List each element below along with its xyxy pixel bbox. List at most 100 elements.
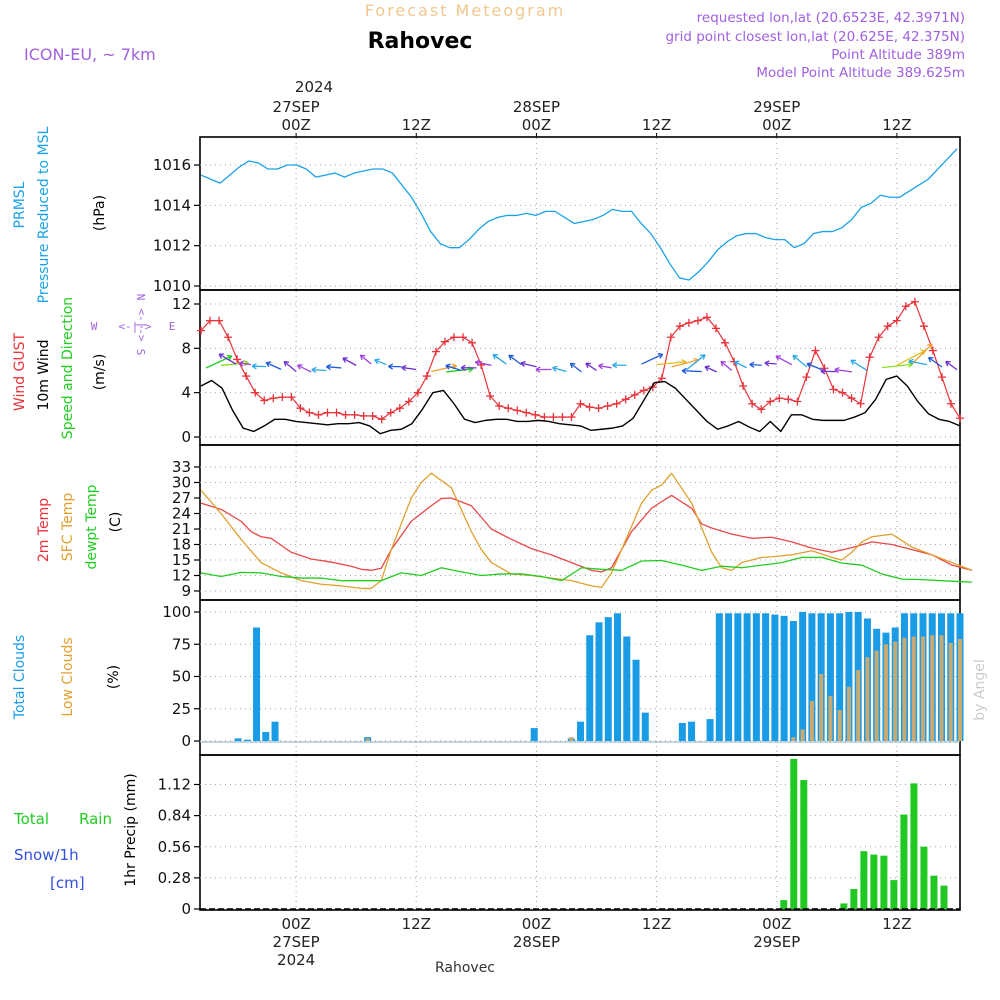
wind-arrow-head	[749, 361, 755, 368]
wind-dir-label: Speed and Direction	[60, 297, 76, 439]
wind-gust-marker	[341, 410, 350, 419]
precip-bar	[920, 846, 928, 909]
wind-gust-marker	[928, 346, 937, 355]
wind-compass: N <-|-> S W <-|-> E	[91, 294, 176, 356]
time-label-bottom: 27SEP	[273, 933, 320, 951]
wind-direction-arrow	[896, 349, 926, 366]
wind-gust-marker	[296, 404, 305, 413]
wind-arrow-head	[612, 362, 618, 369]
compass-north: N	[134, 294, 147, 301]
wind-gust-marker	[368, 411, 377, 420]
wind-arrow-head	[775, 355, 781, 361]
low-cloud-bar	[856, 670, 861, 741]
wind-gust-marker	[585, 403, 594, 412]
wind-arrow-head	[945, 360, 951, 367]
wind-10m-label: 10m Wind	[36, 339, 52, 410]
time-label-bottom: 12Z	[402, 915, 431, 933]
y-tick-label: 100	[162, 603, 191, 621]
time-label-top: 12Z	[882, 116, 911, 134]
low-cloud-bar	[846, 686, 851, 741]
temp-2m-label: 2m Temp	[36, 498, 52, 562]
wind-arrow-head	[265, 361, 272, 368]
low-cloud-bar	[865, 657, 870, 741]
wind-direction-arrow	[342, 357, 357, 366]
wind-arrow-head	[792, 354, 798, 361]
wind-arrow-head	[834, 366, 840, 374]
pressure-label-long: Pressure Reduced to MSL	[36, 126, 52, 303]
wind-gust-marker	[693, 316, 702, 325]
compass-east: E	[169, 320, 176, 333]
wind-panel-frame	[199, 289, 961, 446]
wind-direction-arrow	[283, 360, 297, 372]
time-label-top: 12Z	[642, 116, 671, 134]
precip-bar	[870, 854, 878, 909]
wind-gust-marker	[883, 322, 892, 331]
total-cloud-bar	[614, 613, 622, 741]
time-label-bottom: 00Z	[281, 915, 310, 933]
total-cloud-bar	[789, 621, 797, 741]
temp-sfc-label: SFC Temp	[60, 493, 76, 562]
wind-arrow-head	[492, 353, 499, 360]
wind-direction-arrow	[749, 363, 762, 366]
low-cloud-bar	[809, 701, 814, 741]
time-label-top: 00Z	[762, 116, 791, 134]
wind-gust-marker	[278, 393, 287, 402]
pressure-label-prmsl: PRMSL	[12, 181, 28, 228]
time-label-bottom: 2024	[277, 951, 315, 969]
wind-gust-marker	[549, 413, 558, 422]
wind-direction-arrow	[445, 364, 462, 372]
wind-direction-arrow	[585, 362, 597, 371]
grid-layer	[200, 138, 960, 910]
total-cloud-bar	[688, 721, 696, 741]
total-cloud-bar	[725, 613, 733, 741]
wind-gust-marker	[956, 414, 964, 423]
y-tick-label: 0.28	[158, 869, 191, 887]
y-tick-label: 25	[172, 700, 191, 718]
wind-gust-marker	[892, 316, 901, 325]
wind-gust-marker	[558, 413, 567, 422]
wind-gust-marker	[224, 333, 233, 342]
wind-gust-marker	[215, 316, 224, 325]
wind-gust-marker	[946, 399, 955, 408]
wind-gust-marker	[856, 399, 865, 408]
wind-arrow-head	[401, 364, 407, 372]
wind-arrow-head	[218, 353, 225, 359]
low-cloud-bar	[569, 737, 574, 741]
wind-arrow-head	[445, 363, 451, 370]
low-cloud-bar	[958, 639, 962, 741]
wind-gust-marker	[450, 333, 459, 342]
wind-gust-marker	[793, 397, 802, 406]
model-label: ICON-EU, ~ 7km	[24, 45, 156, 64]
total-cloud-bar	[586, 635, 594, 741]
wind-speed-line	[200, 375, 961, 435]
wind-gust-marker	[233, 355, 242, 364]
low-cloud-bar	[883, 644, 888, 741]
y-tick-label: 27	[172, 489, 191, 507]
wind-gust-marker	[748, 399, 757, 408]
temp-dewpt-label: dewpt Temp	[84, 484, 100, 569]
wind-gust-marker	[197, 326, 206, 335]
total-cloud-bar	[243, 739, 251, 741]
wind-gust-marker	[594, 404, 603, 413]
wind-direction-arrow	[598, 364, 612, 369]
time-label-bottom: 28SEP	[513, 933, 560, 951]
precip-bar	[940, 885, 948, 909]
total-cloud-bar	[253, 627, 261, 741]
wind-direction-arrow	[205, 355, 233, 369]
wind-gust-marker	[811, 346, 820, 355]
wind-arrow-head	[552, 365, 558, 372]
low-cloud-bar	[837, 710, 842, 741]
wind-direction-arrow	[641, 353, 663, 365]
wind-direction-arrow	[671, 359, 699, 368]
wind-gust-marker	[431, 347, 440, 356]
wind-arrow-head	[508, 354, 514, 361]
wind-gust-marker	[865, 353, 874, 362]
pressure-line	[200, 148, 958, 281]
wind-arrow-head	[733, 360, 740, 367]
time-label-bottom: 00Z	[522, 915, 551, 933]
wind-arrow-head	[569, 362, 576, 369]
wind-arrow-head	[927, 343, 933, 350]
temp-dewpoint-line	[200, 556, 973, 583]
wind-gust-marker	[323, 408, 332, 417]
total-cloud-bar	[706, 719, 714, 741]
